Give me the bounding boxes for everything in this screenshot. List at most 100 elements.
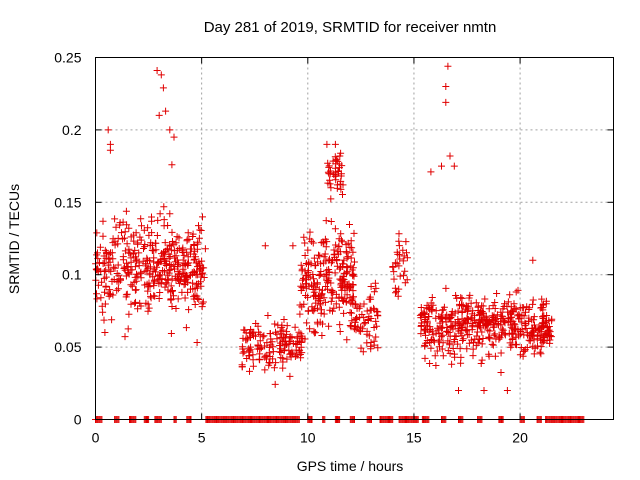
data-point [337,230,345,238]
data-point [486,327,494,335]
data-point [459,335,467,343]
data-point [279,364,287,372]
data-point [353,314,361,322]
data-point [338,236,345,244]
data-point [199,213,206,221]
data-point [370,337,378,345]
data-point [346,221,353,228]
data-point [191,285,199,292]
data-point [509,317,517,325]
data-point [261,242,269,250]
data-point [174,260,182,268]
data-point [516,304,524,312]
data-point [510,300,518,308]
data-point [426,323,434,331]
data-point [491,352,499,360]
data-point [137,274,145,282]
data-point [111,264,119,272]
data-point [255,355,263,363]
data-point [99,260,107,267]
data-point [131,263,139,271]
data-point [101,288,108,296]
data-point [184,253,192,261]
data-point [342,297,350,305]
data-point [141,267,149,275]
data-point [435,330,443,338]
data-point [367,315,375,322]
data-point [510,307,518,315]
data-point [161,283,169,291]
data-point [109,255,117,263]
data-point [454,307,462,315]
data-point [395,230,403,238]
data-point [395,237,403,245]
data-point [400,252,408,260]
x-tick-label: 5 [198,430,206,446]
data-point [147,292,154,300]
data-point [168,161,176,169]
data-point [438,162,445,170]
data-point [343,254,351,262]
data-point [457,353,465,361]
data-point [128,282,136,290]
data-point [150,279,157,287]
data-point [429,331,437,339]
data-point [260,332,268,340]
data-point [488,340,496,348]
data-point [127,281,135,289]
data-point [514,286,522,294]
plot-frame [95,57,614,420]
data-point [361,319,369,326]
data-point [155,295,163,302]
data-point [395,262,403,270]
data-point [490,331,498,339]
data-point [363,307,371,315]
data-point [322,283,330,290]
data-point [249,330,257,338]
data-point [130,237,138,245]
data-point [421,354,429,362]
data-point [537,343,545,351]
data-point [497,369,505,376]
data-point [238,363,246,371]
data-point [332,176,340,184]
data-point [422,339,430,347]
data-point [327,218,335,225]
data-point [99,232,107,240]
data-point [125,310,133,318]
data-point [318,332,326,339]
data-point [469,352,477,360]
data-point [497,315,505,322]
data-point [515,315,523,323]
data-point [332,290,340,298]
data-point [312,284,320,292]
data-point [421,327,429,335]
data-point [371,279,379,287]
data-point [319,320,326,328]
data-point [367,295,375,303]
data-point [507,343,515,351]
data-point [116,221,124,229]
data-point [171,254,179,262]
data-point [98,278,106,286]
data-point [137,215,145,223]
data-point [104,126,112,134]
data-point [370,306,378,314]
data-point [478,356,486,364]
data-point [157,71,165,79]
data-point [264,312,272,319]
data-point [93,229,101,237]
data-point [240,326,248,334]
data-point [318,291,326,299]
data-point [436,336,444,344]
data-point [160,248,167,256]
data-point [493,311,501,319]
data-point [426,360,434,367]
data-point [539,313,547,321]
data-point [121,333,129,341]
data-point [246,367,253,375]
data-point [335,242,343,250]
data-point [337,283,345,291]
data-point [288,333,296,341]
